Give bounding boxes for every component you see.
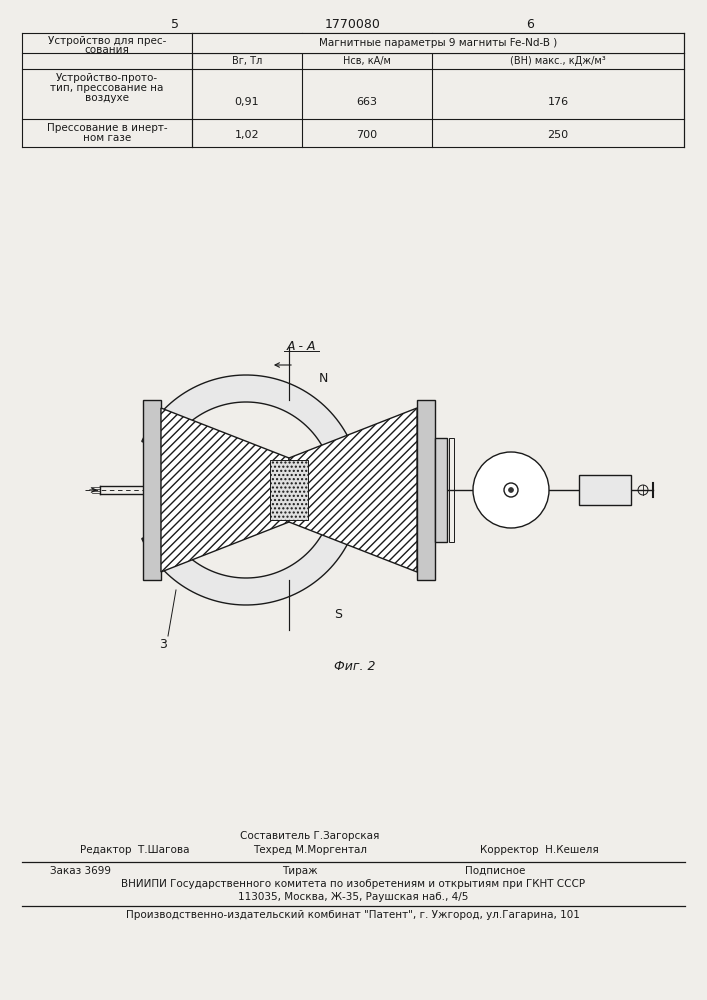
Text: A - A: A - A [286, 340, 316, 353]
Text: Магнитные параметры 9 магниты Fe-Nd-B ): Магнитные параметры 9 магниты Fe-Nd-B ) [319, 38, 557, 48]
Text: Устройство-прото-: Устройство-прото- [56, 73, 158, 83]
Text: Устройство для прес-: Устройство для прес- [48, 36, 166, 46]
Text: Редактор  Т.Шагова: Редактор Т.Шагова [80, 845, 189, 855]
Text: 1770080: 1770080 [325, 18, 381, 31]
Text: 663: 663 [356, 97, 378, 107]
Bar [435, 438, 447, 542]
Text: Техред М.Моргентал: Техред М.Моргентал [253, 845, 367, 855]
Bar [417, 400, 435, 580]
Bar [143, 400, 161, 580]
Text: N: N [319, 372, 328, 385]
Bar [192, 33, 684, 52]
Text: Нсв, кА/м: Нсв, кА/м [343, 56, 391, 66]
Text: воздухе: воздухе [85, 93, 129, 103]
Text: Заказ 3699: Заказ 3699 [50, 866, 111, 876]
Text: Производственно-издательский комбинат "Патент", г. Ужгород, ул.Гагарина, 101: Производственно-издательский комбинат "П… [126, 910, 580, 920]
Polygon shape [161, 408, 289, 572]
Polygon shape [142, 375, 350, 453]
Text: 6: 6 [526, 18, 534, 31]
Text: ВНИИПИ Государственного комитета по изобретениям и открытиям при ГКНТ СССР: ВНИИПИ Государственного комитета по изоб… [121, 879, 585, 889]
Text: 3: 3 [159, 638, 167, 651]
Text: 0,91: 0,91 [235, 97, 259, 107]
Bar [579, 475, 631, 505]
Text: 176: 176 [547, 97, 568, 107]
Text: Составитель Г.Загорская: Составитель Г.Загорская [240, 831, 380, 841]
Text: Прессование в инерт-: Прессование в инерт- [47, 123, 168, 133]
Circle shape [504, 483, 518, 497]
Text: сования: сования [85, 45, 129, 55]
Text: ном газе: ном газе [83, 133, 131, 143]
Text: (ВН) макс., кДж/м³: (ВН) макс., кДж/м³ [510, 56, 606, 66]
Text: 700: 700 [356, 130, 378, 140]
Bar [442, 438, 447, 542]
Text: Подписное: Подписное [465, 866, 525, 876]
Text: 113035, Москва, Ж-35, Раушская наб., 4/5: 113035, Москва, Ж-35, Раушская наб., 4/5 [238, 892, 468, 902]
Text: 250: 250 [547, 130, 568, 140]
Text: Тираж: Тираж [282, 866, 318, 876]
Bar [449, 438, 454, 542]
Text: 1,02: 1,02 [235, 130, 259, 140]
Text: тип, прессование на: тип, прессование на [50, 83, 164, 93]
Circle shape [508, 488, 513, 492]
Polygon shape [270, 460, 308, 520]
Text: 5: 5 [171, 18, 179, 31]
Circle shape [473, 452, 549, 528]
Bar [435, 438, 440, 542]
Polygon shape [289, 408, 417, 572]
Text: Вг, Тл: Вг, Тл [232, 56, 262, 66]
Text: Фиг. 2: Фиг. 2 [334, 660, 375, 673]
Text: Корректор  Н.Кешеля: Корректор Н.Кешеля [480, 845, 599, 855]
Polygon shape [142, 527, 350, 605]
Text: S: S [334, 608, 342, 621]
